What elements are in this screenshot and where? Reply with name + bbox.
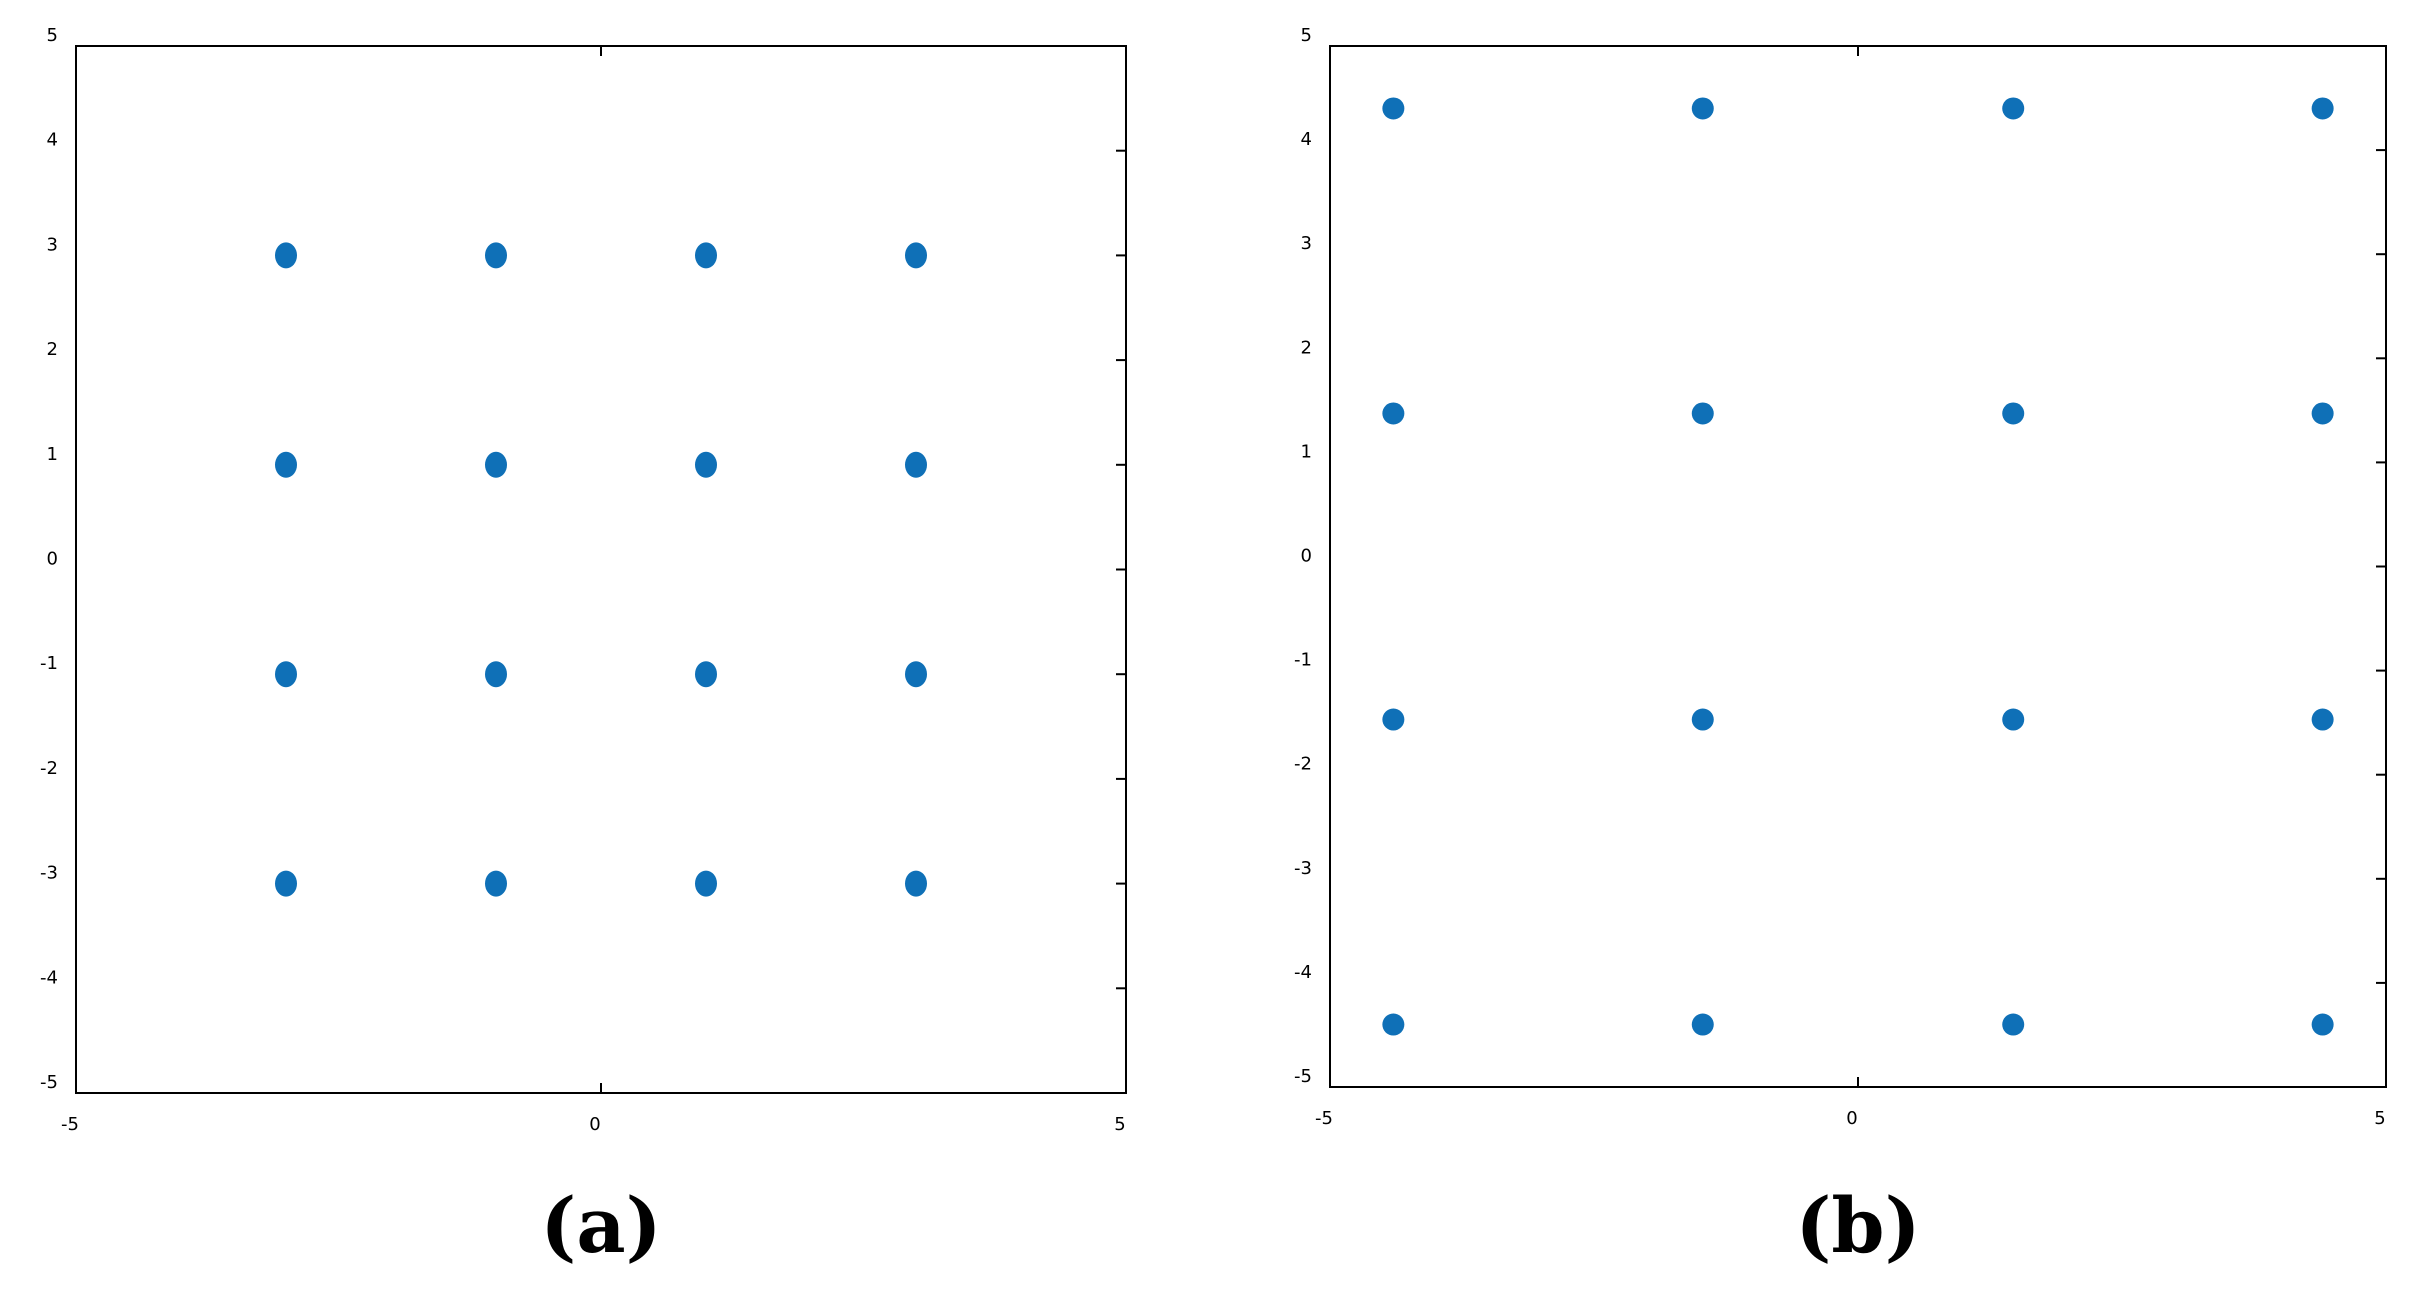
plot-frame <box>1329 45 2387 1088</box>
point <box>485 661 507 688</box>
point <box>1691 402 1714 425</box>
y-tick-label: -2 <box>40 758 58 779</box>
x-tick-label: 5 <box>1114 1114 1125 1135</box>
y-tick-label: 5 <box>1301 25 1312 46</box>
point <box>695 870 717 897</box>
y-tick-label: 3 <box>47 234 58 255</box>
point <box>1382 402 1405 425</box>
point <box>2002 97 2025 120</box>
y-tick-label: 4 <box>47 130 58 151</box>
y-tick-label: -2 <box>1294 754 1312 775</box>
panel-label: (a) <box>540 1181 661 1270</box>
point <box>2311 402 2334 425</box>
point <box>275 242 297 269</box>
point <box>1382 1013 1405 1036</box>
y-tick-label: -4 <box>1294 962 1312 983</box>
y-tick-label: 0 <box>1301 546 1312 567</box>
point <box>905 242 927 269</box>
y-tick-label: 3 <box>1301 233 1312 254</box>
y-tick-label: 4 <box>1301 129 1312 150</box>
point <box>485 870 507 897</box>
point <box>905 451 927 478</box>
y-tick-label: -5 <box>40 1072 58 1093</box>
point <box>695 451 717 478</box>
point <box>905 870 927 897</box>
point <box>1691 97 1714 120</box>
x-tick-label: -5 <box>1315 1108 1333 1129</box>
y-tick-label: -1 <box>1294 650 1312 671</box>
point <box>275 661 297 688</box>
point <box>2002 708 2025 731</box>
point <box>2311 97 2334 120</box>
y-tick-label: 2 <box>1301 337 1312 358</box>
y-tick-label: -4 <box>40 967 58 988</box>
point <box>485 242 507 269</box>
x-tick-label: -5 <box>61 1114 79 1135</box>
y-tick-label: -5 <box>1294 1066 1312 1087</box>
x-tick-label: 0 <box>1846 1108 1857 1129</box>
point <box>695 242 717 269</box>
point <box>1382 97 1405 120</box>
point <box>275 451 297 478</box>
y-tick-label: -3 <box>40 863 58 884</box>
point <box>1691 1013 1714 1036</box>
panel-label: (b) <box>1795 1181 1920 1270</box>
point <box>2311 708 2334 731</box>
point <box>905 661 927 688</box>
y-tick-label: -3 <box>1294 858 1312 879</box>
y-tick-label: 5 <box>47 25 58 46</box>
y-tick-label: 0 <box>47 549 58 570</box>
y-tick-label: -1 <box>40 653 58 674</box>
x-tick-label: 0 <box>589 1114 600 1135</box>
point <box>2002 402 2025 425</box>
y-tick-label: 1 <box>47 444 58 465</box>
point <box>275 870 297 897</box>
point <box>1382 708 1405 731</box>
point <box>2311 1013 2334 1036</box>
y-tick-label: 2 <box>47 339 58 360</box>
point <box>2002 1013 2025 1036</box>
plot-frame <box>75 45 1127 1094</box>
point <box>1691 708 1714 731</box>
x-tick-label: 5 <box>2374 1108 2385 1129</box>
point <box>485 451 507 478</box>
point <box>695 661 717 688</box>
y-tick-label: 1 <box>1301 441 1312 462</box>
